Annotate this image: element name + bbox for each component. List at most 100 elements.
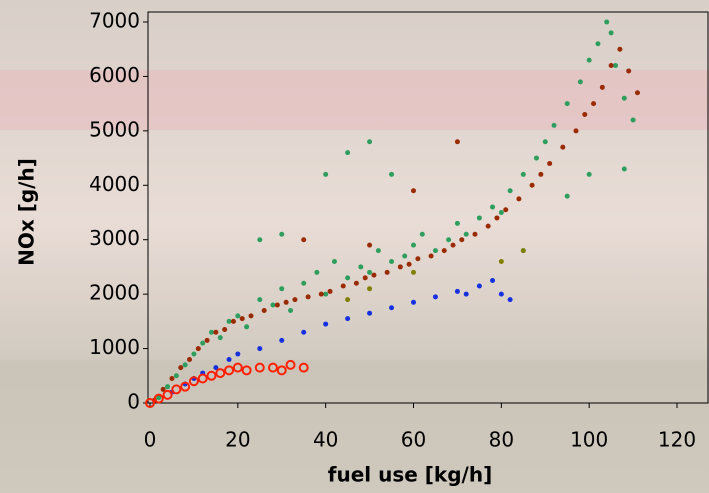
scatter-point — [516, 196, 522, 202]
scatter-point — [454, 288, 460, 294]
scatter-point — [520, 248, 526, 254]
scatter-point — [547, 161, 553, 167]
scatter-point — [507, 297, 513, 303]
scatter-point — [564, 101, 570, 107]
scatter-point — [169, 376, 175, 382]
x-tick-label: 20 — [225, 428, 250, 452]
scatter-point — [279, 337, 285, 343]
scatter-point — [450, 242, 456, 248]
scatter-point — [180, 381, 191, 392]
scatter-point — [520, 171, 526, 177]
scatter-point — [283, 299, 289, 305]
scatter-point — [595, 41, 601, 47]
scatter-point — [235, 313, 241, 319]
scatter-point — [274, 302, 280, 308]
y-tick-label: 3000 — [89, 226, 140, 250]
scatter-point — [224, 365, 235, 376]
scatter-point — [626, 68, 632, 74]
scatter-point — [586, 57, 592, 63]
scatter-point — [153, 393, 164, 404]
scatter-point — [621, 95, 627, 101]
scatter-point — [498, 258, 504, 264]
scatter-point — [301, 280, 307, 286]
scatter-point — [630, 117, 636, 123]
scatter-point — [613, 63, 619, 69]
scatter-point — [367, 286, 373, 292]
scatter-point — [591, 101, 597, 107]
scatter-point — [345, 150, 351, 156]
scatter-point — [208, 329, 214, 335]
scatter-point — [634, 90, 640, 96]
scatter-point — [362, 275, 368, 281]
scatter-point — [276, 365, 287, 376]
scatter-point — [213, 329, 219, 335]
scatter-point — [213, 365, 219, 371]
scatter-point — [345, 297, 351, 303]
scatter-point — [244, 324, 250, 330]
scatter-point — [441, 248, 447, 254]
scatter-point — [217, 335, 223, 341]
scatter-point — [459, 237, 465, 243]
scatter-point — [446, 237, 452, 243]
scatter-point — [411, 269, 416, 275]
scatter-point — [323, 171, 329, 177]
scatter-point — [551, 122, 557, 128]
scatter-point — [235, 351, 241, 357]
scatter-point — [279, 231, 285, 237]
train-stripe — [0, 70, 709, 130]
scatter-point — [305, 294, 311, 300]
scatter-point — [599, 84, 605, 90]
y-tick-label: 6000 — [89, 63, 140, 87]
x-tick-label: 0 — [144, 428, 157, 452]
scatter-point — [419, 231, 425, 237]
scatter-point — [432, 294, 438, 300]
scatter-point — [145, 398, 155, 408]
scatter-point — [573, 128, 579, 134]
scatter-point — [582, 112, 588, 118]
scatter-point — [191, 351, 197, 357]
x-tick-label: 80 — [489, 428, 514, 452]
scatter-point — [490, 204, 496, 210]
scatter-point — [608, 30, 614, 36]
scatter-point — [494, 215, 500, 221]
scatter-point — [345, 316, 351, 322]
scatter-point — [162, 389, 173, 400]
scatter-point — [226, 318, 232, 324]
scatter-point — [406, 261, 412, 267]
rail-bed — [0, 360, 709, 493]
scatter-point — [476, 283, 482, 289]
scatter-point — [498, 291, 504, 297]
scatter-point — [367, 139, 373, 145]
scatter-point — [288, 307, 294, 313]
scatter-point — [254, 362, 265, 373]
x-axis-title: fuel use [kg/h] — [328, 463, 492, 487]
scatter-point — [257, 346, 263, 352]
scatter-point — [428, 253, 434, 259]
scatter-point — [204, 337, 210, 343]
scatter-point — [411, 299, 416, 305]
scatter-point — [230, 318, 236, 324]
scatter-point — [301, 329, 307, 335]
scatter-point — [389, 258, 395, 264]
scatter-point — [340, 283, 346, 289]
scatter-point — [279, 286, 285, 292]
scatter-point — [314, 269, 320, 275]
scatter-point — [389, 171, 395, 177]
scatter-point — [472, 231, 478, 237]
scatter-point — [564, 193, 570, 199]
scatter-point — [345, 275, 351, 281]
scatter-point — [529, 182, 535, 188]
scatter-point — [285, 359, 296, 370]
scatter-point — [257, 297, 263, 303]
scatter-point — [165, 384, 171, 390]
scatter-point — [542, 139, 548, 145]
y-tick-label: 4000 — [89, 172, 140, 196]
scatter-point — [257, 237, 263, 243]
scatter-point — [327, 288, 333, 294]
x-tick-label: 60 — [401, 428, 426, 452]
scatter-point — [160, 386, 166, 392]
scatter-point — [560, 144, 566, 150]
scatter-point — [241, 365, 252, 376]
scatter-point — [187, 356, 193, 362]
